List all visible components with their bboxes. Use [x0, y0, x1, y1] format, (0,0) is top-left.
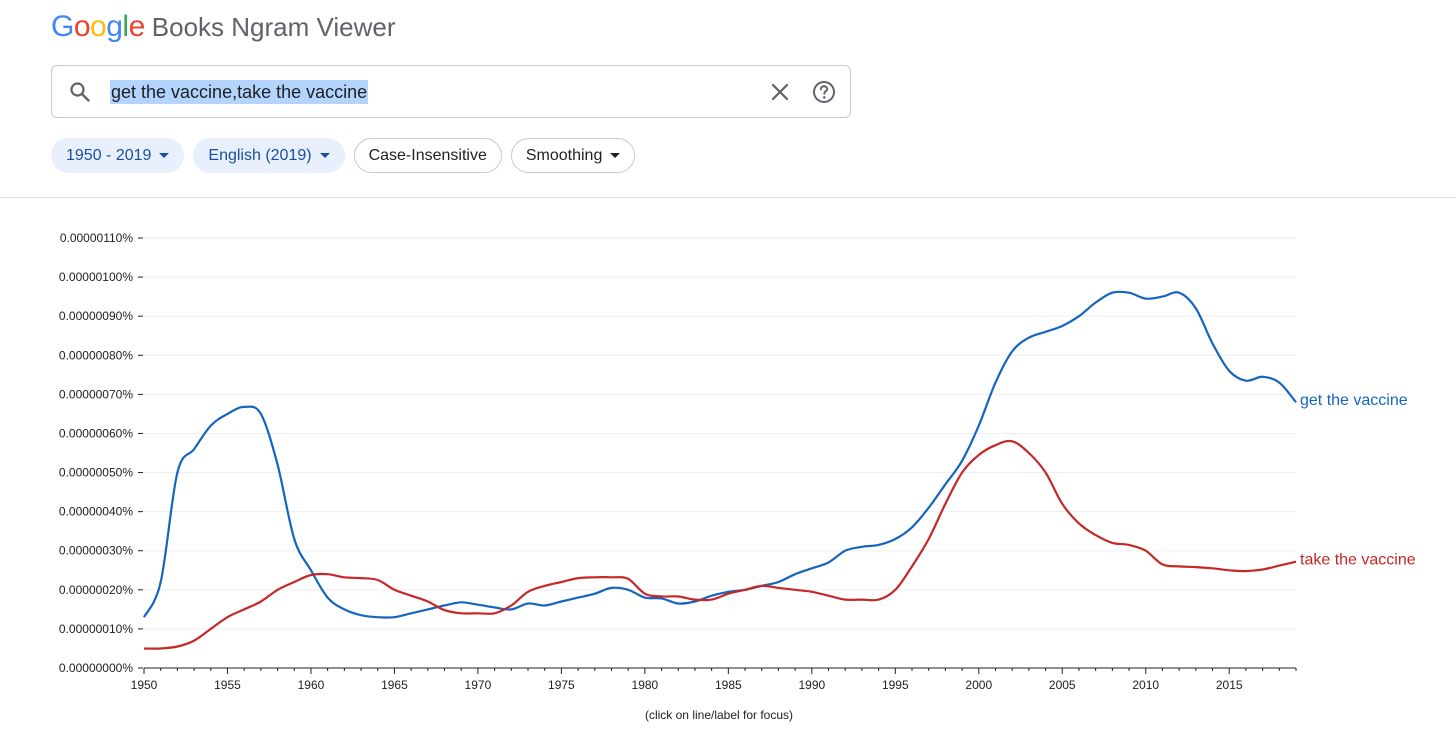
- y-tick-label: 0.00000030%: [59, 544, 133, 558]
- smoothing-label: Smoothing: [525, 146, 603, 164]
- y-tick-label: 0.00000100%: [59, 270, 133, 284]
- y-tick-label: 0.00000020%: [59, 583, 133, 597]
- y-tick-label: 0.00000080%: [59, 348, 133, 362]
- x-tick-label: 2000: [965, 678, 992, 692]
- product-name: Books Ngram Viewer: [151, 12, 396, 42]
- smoothing-dropdown[interactable]: Smoothing: [510, 138, 636, 173]
- caret-down-icon: [159, 153, 170, 158]
- ngram-chart: 0.00000000% 0.00000010% 0.00000020% 0.00000…: [59, 231, 1416, 722]
- y-tick-label: 0.00000000%: [59, 661, 133, 675]
- x-tick-label: 2005: [1049, 678, 1076, 692]
- x-tick-label: 1990: [798, 678, 825, 692]
- x-tick-label: 1985: [715, 678, 742, 692]
- focus-note: (click on line/label for focus): [645, 708, 793, 722]
- help-icon[interactable]: [812, 80, 836, 104]
- x-tick-label: 1970: [465, 678, 492, 692]
- y-tick-label: 0.00000090%: [59, 309, 133, 323]
- series-label-take-the-vaccine[interactable]: take the vaccine: [1300, 552, 1416, 569]
- x-tick-label: 1960: [298, 678, 325, 692]
- grid-lines: [144, 237, 1296, 630]
- series-line-take-the-vaccine[interactable]: [143, 439, 1297, 650]
- series-line-get-the-vaccine[interactable]: [143, 290, 1297, 619]
- x-tick-label: 2015: [1216, 678, 1243, 692]
- y-tick-label: 0.00000060%: [59, 426, 133, 440]
- y-tick-label: 0.00000070%: [59, 387, 133, 401]
- x-tick-label: 1955: [214, 678, 241, 692]
- google-logo: Google: [51, 10, 145, 44]
- y-tick-label: 0.00000050%: [59, 466, 133, 480]
- search-icon: [70, 82, 90, 102]
- caret-down-icon: [319, 153, 330, 158]
- case-insensitive-label: Case-Insensitive: [368, 146, 487, 164]
- x-axis: 1950 1955 1960 1965 1970 1975 1980 1985 1990 1995…: [131, 667, 1297, 692]
- x-tick-label: 1950: [131, 678, 158, 692]
- x-tick-label: 2010: [1132, 678, 1159, 692]
- y-tick-label: 0.00000040%: [59, 505, 133, 519]
- x-tick-label: 1965: [381, 678, 408, 692]
- close-icon[interactable]: [768, 80, 792, 104]
- year-range-label: 1950 - 2019: [66, 146, 152, 164]
- x-tick-label: 1975: [548, 678, 575, 692]
- series-label-get-the-vaccine[interactable]: get the vaccine: [1300, 392, 1408, 409]
- x-tick-label: 1995: [882, 678, 909, 692]
- year-range-dropdown[interactable]: 1950 - 2019: [51, 138, 185, 173]
- caret-down-icon: [610, 153, 621, 158]
- y-tick-label: 0.00000110%: [60, 231, 134, 245]
- search-input[interactable]: get the vaccine,take the vaccine: [110, 80, 369, 104]
- logo-text: Google: [51, 10, 145, 43]
- corpus-dropdown[interactable]: English (2019): [193, 138, 345, 173]
- series-lines: get the vaccine take the vaccine: [143, 290, 1416, 650]
- filter-chips: 1950 - 2019 English (2019) Case-Insensit…: [51, 138, 636, 173]
- header: Google Books Ngram Viewer get the vaccin…: [0, 0, 1456, 198]
- corpus-label: English (2019): [208, 146, 312, 164]
- y-tick-label: 0.00000010%: [59, 622, 133, 636]
- search-box[interactable]: get the vaccine,take the vaccine: [51, 65, 851, 118]
- google-books-logo[interactable]: Google Books Ngram Viewer: [51, 10, 396, 46]
- case-insensitive-toggle[interactable]: Case-Insensitive: [353, 138, 502, 173]
- y-axis: 0.00000000% 0.00000010% 0.00000020% 0.00000…: [59, 231, 143, 675]
- x-tick-label: 1980: [632, 678, 659, 692]
